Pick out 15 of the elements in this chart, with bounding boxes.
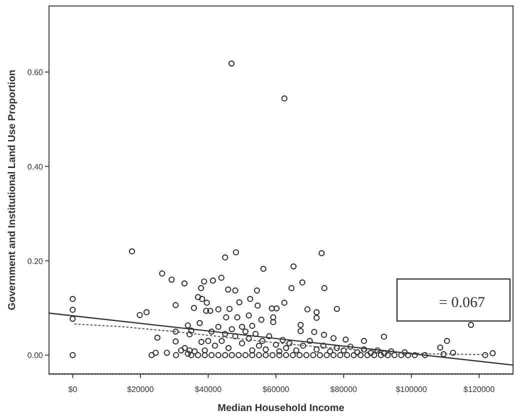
y-tick-label: 0.00 <box>27 351 44 360</box>
x-tick-label: $40000 <box>194 385 222 394</box>
x-tick-label: $80000 <box>330 385 358 394</box>
x-axis-title: Median Household Income <box>218 403 345 414</box>
x-tick-label: $120000 <box>464 385 496 394</box>
x-tick-label: $0 <box>68 385 78 394</box>
y-axis-title: Government and Institutional Land Use Proportion <box>7 70 18 310</box>
line-series <box>74 323 486 356</box>
y-tick-label: 0.40 <box>27 162 44 172</box>
y-tick-label: 0.20 <box>27 256 44 266</box>
x-tick-label: $60000 <box>262 385 290 394</box>
x-tick-label: $20000 <box>127 385 154 394</box>
y-tick-label: 0.60 <box>27 68 44 78</box>
x-tick-label: $100000 <box>396 385 428 394</box>
annotation: = 0.067 <box>439 295 486 311</box>
